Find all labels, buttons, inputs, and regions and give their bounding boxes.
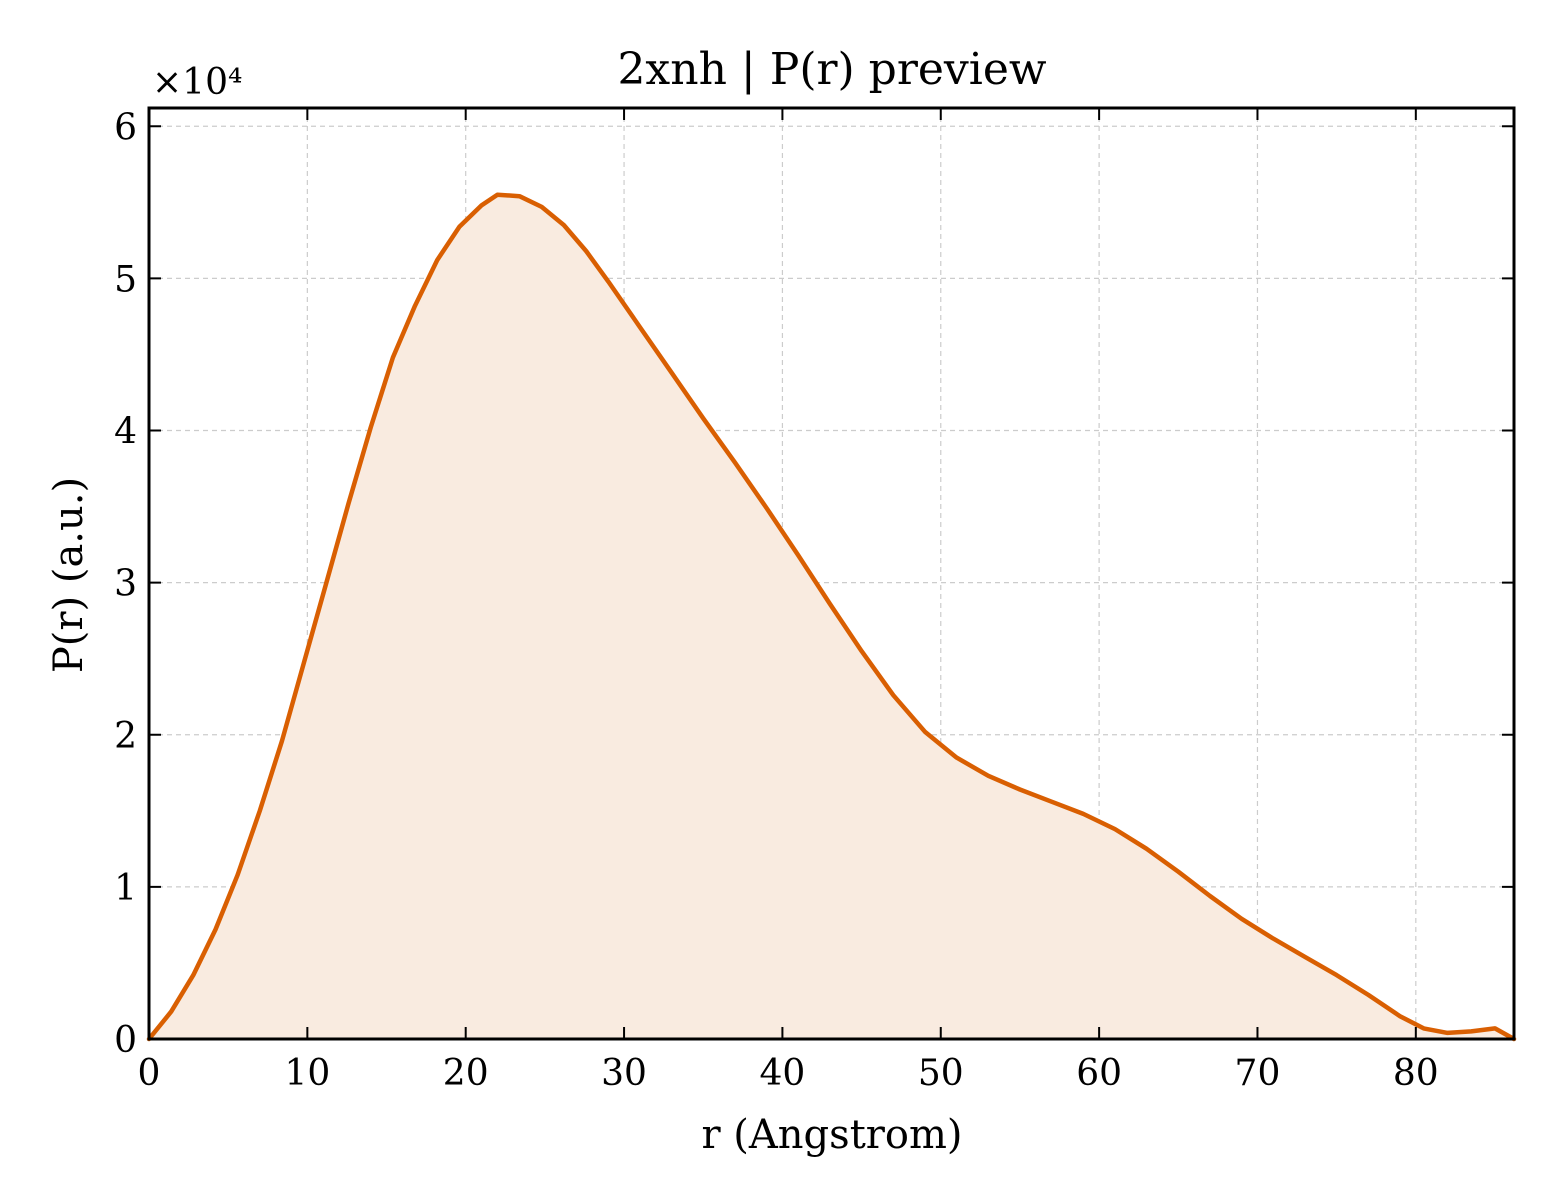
y-tick-label: 2 bbox=[114, 716, 137, 757]
y-tick-label: 3 bbox=[114, 564, 137, 605]
x-tick-label: 50 bbox=[918, 1053, 964, 1094]
chart-title: 2xnh | P(r) preview bbox=[617, 44, 1046, 95]
y-tick-label: 1 bbox=[114, 868, 137, 909]
y-axis-title: P(r) (a.u.) bbox=[46, 477, 92, 673]
series-area-fill bbox=[149, 194, 1514, 1039]
plot-frame bbox=[147, 106, 1516, 1041]
y-axis-multiplier: ×10⁴ bbox=[152, 62, 242, 103]
x-tick-label: 60 bbox=[1076, 1053, 1122, 1094]
x-axis-title: r (Angstrom) bbox=[701, 1112, 962, 1158]
x-tick-label: 30 bbox=[601, 1053, 647, 1094]
x-tick-label: 80 bbox=[1393, 1053, 1439, 1094]
x-tick-label: 20 bbox=[443, 1053, 489, 1094]
y-axis-ticks: 0 1 2 3 4 5 6 bbox=[114, 107, 1514, 1061]
series-line bbox=[146, 192, 1517, 1042]
y-tick-label: 5 bbox=[114, 259, 137, 300]
x-tick-label: 0 bbox=[138, 1053, 161, 1094]
y-tick-label: 6 bbox=[114, 107, 137, 148]
y-tick-label: 0 bbox=[114, 1020, 137, 1061]
x-tick-label: 40 bbox=[760, 1053, 806, 1094]
y-tick-label: 4 bbox=[114, 412, 137, 453]
x-tick-label: 10 bbox=[284, 1053, 330, 1094]
x-axis-ticks: 0 10 20 30 40 50 60 70 80 bbox=[138, 108, 1439, 1094]
x-tick-label: 70 bbox=[1235, 1053, 1281, 1094]
